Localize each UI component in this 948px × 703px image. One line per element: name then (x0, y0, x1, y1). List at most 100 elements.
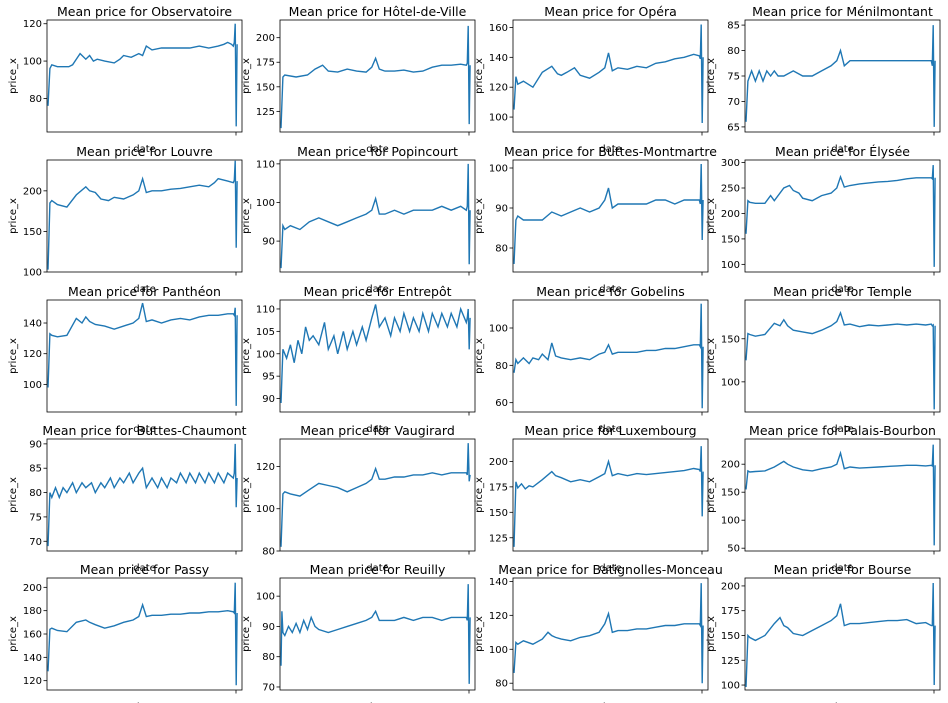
y-tick-label: 250 (721, 184, 740, 195)
y-axis-label: price_x (474, 198, 485, 234)
y-tick-label: 200 (23, 583, 42, 594)
subplot-title: Mean price for Panthéon (68, 284, 221, 299)
y-tick-label: 200 (721, 581, 740, 592)
y-tick-label: 100 (256, 198, 275, 209)
axes-frame (279, 438, 476, 552)
series-line (745, 25, 936, 127)
y-tick-label: 100 (721, 377, 740, 388)
y-tick-label: 90 (262, 394, 275, 405)
y-axis-label: price_x (474, 477, 485, 513)
y-axis-label: price_x (241, 616, 252, 652)
x-axis-label: date (831, 424, 854, 435)
x-axis-label: date (133, 563, 156, 574)
y-tick-label: 70 (262, 682, 275, 693)
axes-frame (279, 159, 476, 273)
subplot-title: Mean price for Hôtel-de-Ville (289, 4, 467, 19)
y-tick-label: 90 (262, 237, 275, 248)
y-tick-label: 60 (495, 398, 508, 409)
y-tick-label: 120 (489, 611, 508, 622)
y-tick-label: 150 (721, 631, 740, 642)
x-axis-label: date (366, 284, 389, 295)
y-tick-label: 200 (489, 457, 508, 468)
subplot-title: Mean price for Reuilly (310, 562, 446, 577)
x-axis-label: date (599, 284, 622, 295)
y-tick-label: 75 (29, 512, 42, 523)
y-axis-label: price_x (241, 338, 252, 374)
y-tick-label: 100 (721, 516, 740, 527)
y-tick-label: 160 (489, 23, 508, 34)
subplot-title: Mean price for Observatoire (57, 4, 232, 19)
axes-frame (744, 19, 941, 133)
axes-frame (744, 159, 941, 273)
y-tick-label: 120 (256, 462, 275, 473)
y-tick-label: 100 (256, 504, 275, 515)
subplot: Mean price for Reuilly 70 80 90 100 price_x da… (241, 562, 476, 703)
y-axis-label: price_x (706, 477, 717, 513)
y-tick-label: 100 (489, 324, 508, 335)
series-line (745, 310, 936, 410)
x-axis-label: date (831, 563, 854, 574)
series-line (47, 160, 238, 270)
series-line (745, 444, 936, 546)
axes-frame (512, 577, 709, 691)
y-tick-label: 100 (23, 268, 42, 279)
axes-frame (744, 438, 941, 552)
y-tick-label: 120 (23, 19, 42, 30)
y-tick-label: 125 (256, 107, 275, 118)
y-axis-label: price_x (8, 198, 19, 234)
y-tick-label: 175 (489, 482, 508, 493)
y-tick-label: 80 (727, 46, 740, 57)
y-tick-label: 150 (721, 488, 740, 499)
subplot-title: Mean price for Buttes-Montmartre (504, 144, 717, 159)
y-tick-label: 80 (495, 361, 508, 372)
y-axis-label: price_x (8, 338, 19, 374)
y-tick-label: 90 (495, 204, 508, 215)
y-tick-label: 80 (29, 488, 42, 499)
x-axis-label: date (133, 284, 156, 295)
subplot-title: Mean price for Louvre (76, 144, 213, 159)
x-axis-label: date (366, 144, 389, 155)
subplot: Mean price for Entrepôt 90 95 100 105 110 pric… (241, 284, 476, 435)
y-axis-label: price_x (474, 58, 485, 94)
y-tick-label: 100 (23, 380, 42, 391)
y-tick-label: 125 (721, 656, 740, 667)
axes-frame (46, 438, 243, 552)
y-axis-label: price_x (241, 58, 252, 94)
subplot: Mean price for Vaugirard80100120price_xd… (241, 423, 476, 574)
y-tick-label: 120 (23, 676, 42, 687)
series-line (513, 446, 704, 547)
y-tick-label: 150 (721, 334, 740, 345)
y-tick-label: 200 (721, 460, 740, 471)
axes-frame (512, 19, 709, 133)
y-tick-label: 120 (23, 349, 42, 360)
subplot: Mean price for Buttes-Chaumont 70 75 80 85 90… (8, 423, 247, 574)
y-axis-label: price_x (706, 338, 717, 374)
y-tick-label: 160 (23, 630, 42, 641)
subplot: Mean price for Gobelins6080100price_xdat… (474, 284, 709, 435)
axes-frame (512, 299, 709, 413)
y-tick-label: 150 (256, 82, 275, 93)
axes-frame (46, 577, 243, 691)
y-tick-label: 80 (495, 244, 508, 255)
x-axis-label: date (831, 284, 854, 295)
x-axis-label: date (133, 144, 156, 155)
axes-frame (744, 299, 941, 413)
subplot-title: Mean price for Bourse (774, 562, 912, 577)
axes-frame (46, 159, 243, 273)
subplot-title: Mean price for Élysée (775, 144, 910, 159)
y-tick-label: 100 (489, 113, 508, 124)
y-tick-label: 100 (721, 681, 740, 692)
y-tick-label: 125 (489, 533, 508, 544)
subplot-title: Mean price for Passy (80, 562, 210, 577)
subplot: Mean price for Élysée 100 150 200 250 300 pric… (706, 144, 941, 295)
subplot-title: Mean price for Vaugirard (300, 423, 455, 438)
y-tick-label: 140 (23, 653, 42, 664)
series-line (745, 582, 936, 688)
series-line (280, 443, 471, 547)
y-tick-label: 140 (489, 53, 508, 64)
y-tick-label: 150 (489, 508, 508, 519)
axes-frame (744, 577, 941, 691)
subplot: Mean price for Popincourt 90 100 110 price_x… (241, 144, 476, 295)
y-axis-label: price_x (706, 58, 717, 94)
